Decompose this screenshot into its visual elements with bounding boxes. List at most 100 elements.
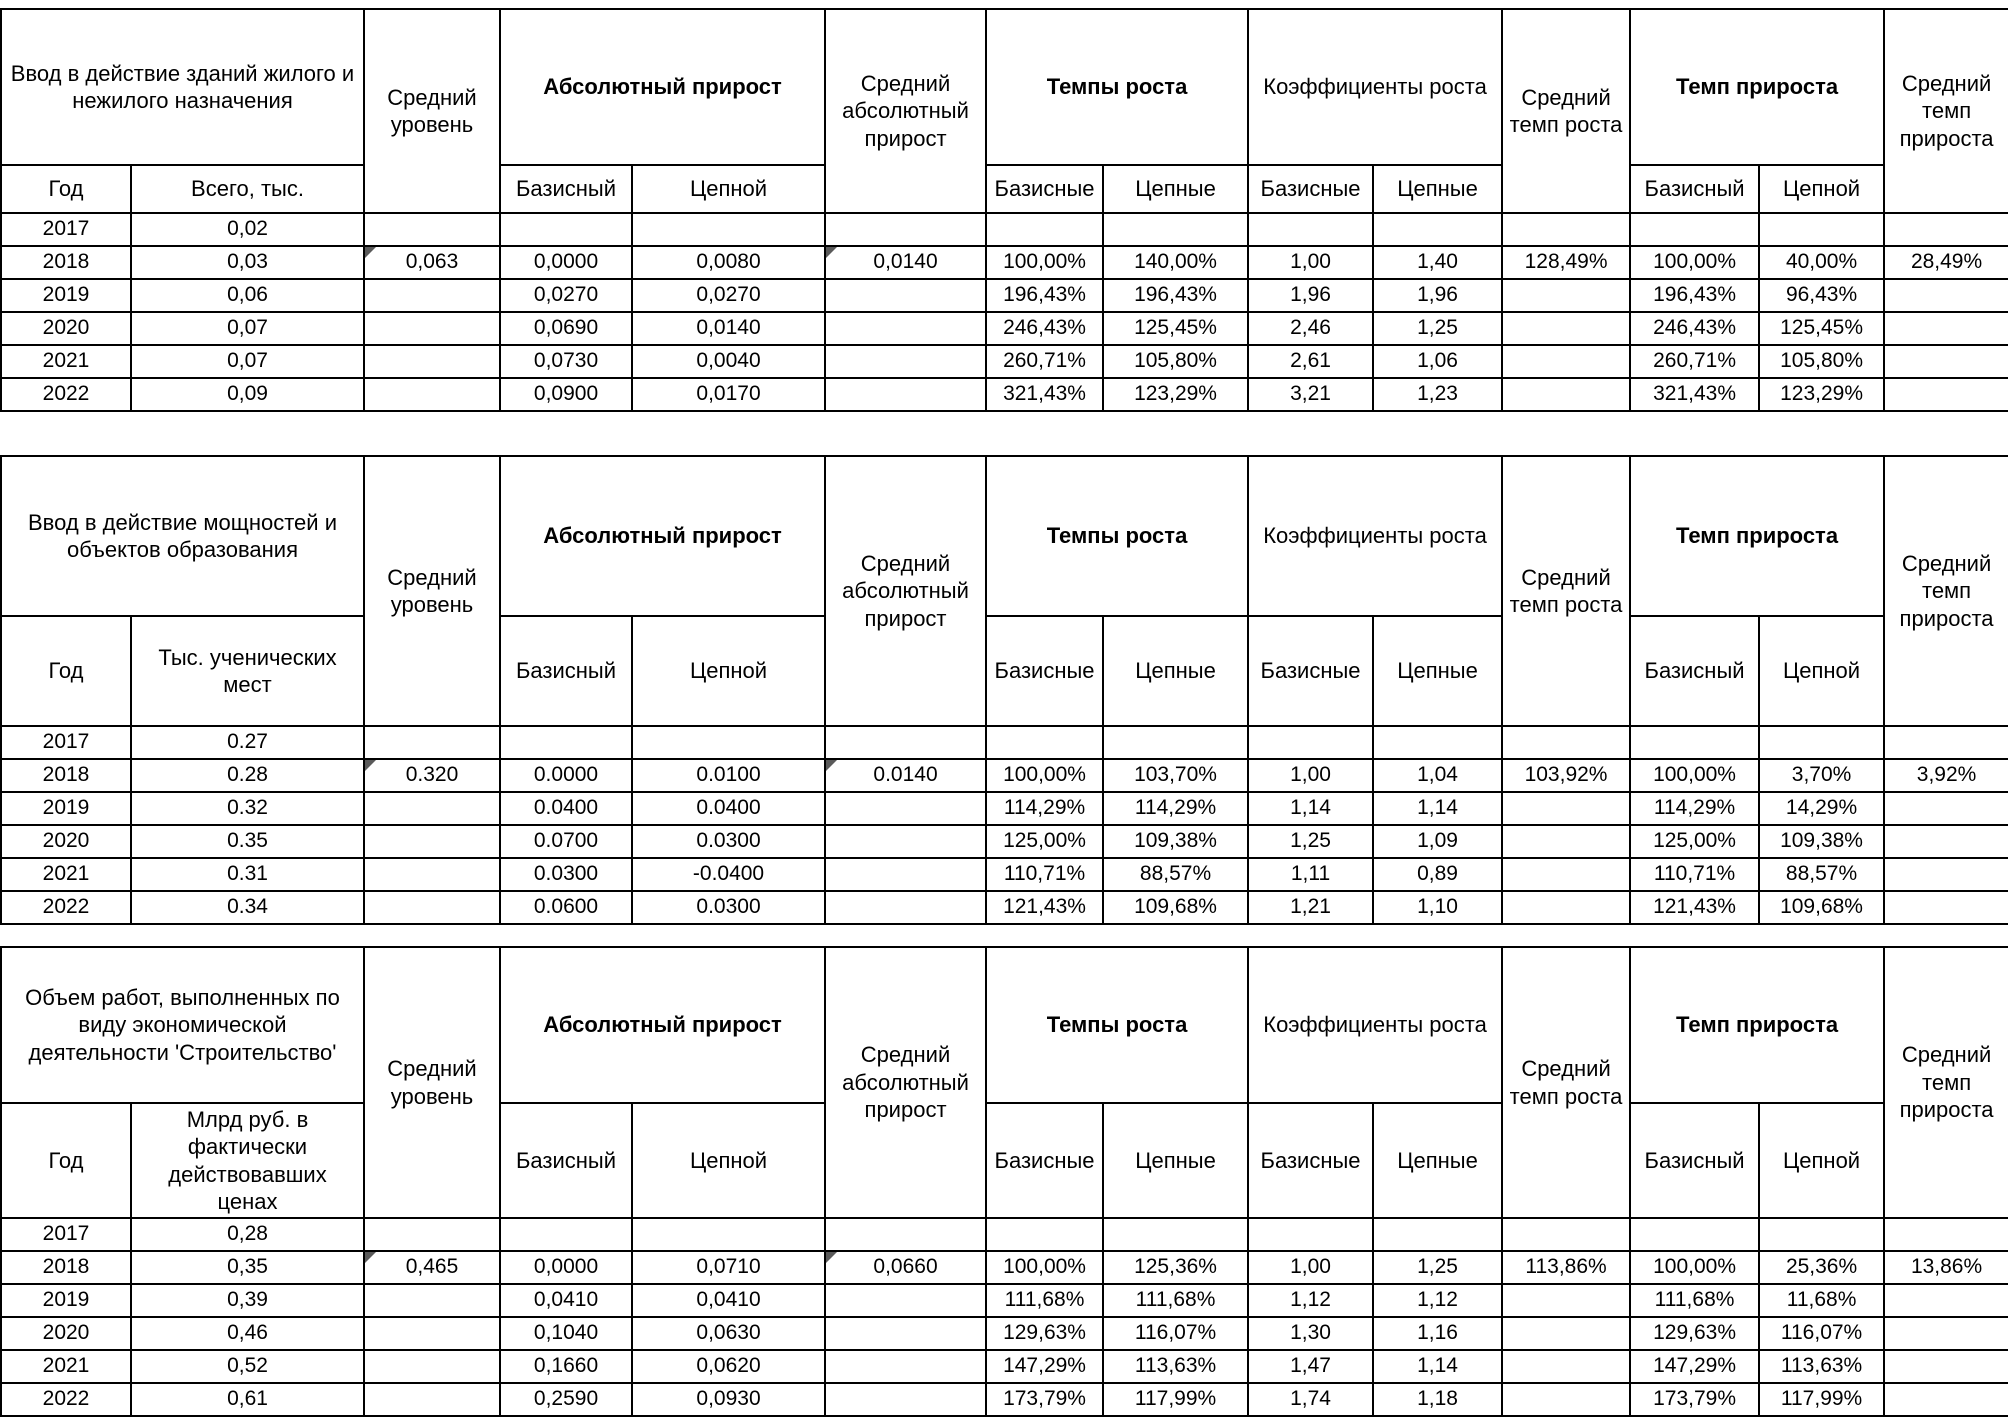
- cell-growth-rate-chain: 125,36%: [1102, 1250, 1250, 1285]
- cell-growth-rate-chain: [1102, 1217, 1250, 1252]
- cell-value: 0,07: [129, 344, 366, 379]
- cell-abs-growth-chain: 0.0100: [630, 758, 827, 793]
- header-row-main: Ввод в действие зданий жилого и нежилого…: [0, 8, 2008, 214]
- cell-growth-rate-base: 114,29%: [985, 791, 1105, 826]
- header-chain: Цепной: [631, 1102, 827, 1219]
- cell-value: 0.35: [130, 824, 365, 859]
- header-base: Базисный: [1629, 615, 1761, 727]
- table-row: 2020 0,46 0,1040 0,0630 129,63% 116,07% 1,30 1,…: [0, 1316, 2008, 1351]
- cell-increment-chain: 14,29%: [1758, 791, 1886, 826]
- cell-abs-growth-base: 0,1040: [499, 1316, 634, 1351]
- cell-growth-coef-base: 2,46: [1247, 311, 1375, 346]
- cell-growth-coef-base: 1,30: [1247, 1316, 1375, 1351]
- cell-growth-rate-base: 260,71%: [985, 344, 1105, 379]
- cell-avg-level: [363, 344, 502, 379]
- cell-growth-coef-chain: 1,18: [1372, 1382, 1504, 1417]
- cell-growth-coef-chain: [1372, 1217, 1504, 1252]
- cell-avg-increment: [1883, 1382, 2008, 1417]
- cell-growth-coef-chain: 1,25: [1372, 1250, 1504, 1285]
- cell-growth-rate-chain: 196,43%: [1102, 278, 1250, 313]
- cell-year: 2022: [0, 890, 132, 925]
- header-base: Базисные: [1247, 164, 1375, 214]
- cell-increment-base: 129,63%: [1629, 1316, 1761, 1351]
- cell-avg-level: [363, 824, 501, 859]
- cell-growth-coef-chain: 1,06: [1372, 344, 1504, 379]
- cell-increment-base: 100,00%: [1629, 758, 1761, 793]
- header-year: Год: [0, 164, 132, 214]
- cell-avg-growth-rate: [1501, 824, 1632, 859]
- header-absolute-growth: Абсолютный прирост: [499, 946, 827, 1104]
- cell-abs-growth-base: 0,2590: [499, 1382, 634, 1417]
- cell-avg-growth-rate: 128,49%: [1501, 245, 1632, 280]
- cell-growth-rate-chain: 114,29%: [1102, 791, 1250, 826]
- cell-avg-growth-rate: [1501, 377, 1632, 412]
- table-row: 2022 0.34 0.0600 0.0300 121,43% 109,68% 1,21 1,…: [0, 890, 2008, 925]
- cell-value: 0,03: [129, 245, 366, 280]
- header-year: Год: [0, 615, 132, 727]
- cell-avg-increment: [1883, 725, 2008, 760]
- cell-abs-growth-chain: 0.0400: [630, 791, 827, 826]
- cell-increment-chain: 40,00%: [1758, 245, 1886, 280]
- cell-value: 0,39: [129, 1283, 366, 1318]
- cell-growth-coef-base: 1,12: [1247, 1283, 1375, 1318]
- cell-increment-chain: 109,38%: [1758, 824, 1886, 859]
- cell-avg-abs-growth: [824, 377, 988, 412]
- cell-growth-rate-base: [985, 212, 1105, 247]
- cell-growth-coef-base: 1,96: [1247, 278, 1375, 313]
- cell-growth-coef-chain: 1,10: [1372, 890, 1504, 925]
- cell-growth-rate-chain: 116,07%: [1102, 1316, 1250, 1351]
- table-row: 2019 0,39 0,0410 0,0410 111,68% 111,68% 1,12 1,…: [0, 1283, 2008, 1318]
- cell-avg-increment: [1883, 212, 2008, 247]
- cell-avg-level: [363, 1349, 502, 1384]
- header-unit: Всего, тыс.: [129, 164, 366, 214]
- header-absolute-growth: Абсолютный прирост: [499, 8, 827, 166]
- header-row-sub: Год Тыс. ученических мест Базисный Цепно…: [0, 615, 2008, 727]
- cell-abs-growth-chain: 0,0630: [631, 1316, 827, 1351]
- cell-avg-growth-rate: 113,86%: [1501, 1250, 1632, 1285]
- cell-avg-increment: [1883, 344, 2008, 379]
- cell-avg-level: [363, 1316, 502, 1351]
- cell-avg-growth-rate: [1501, 278, 1632, 313]
- cell-avg-abs-growth: 0,0660: [824, 1250, 988, 1285]
- cell-avg-level: [363, 377, 502, 412]
- cell-growth-rate-base: 125,00%: [985, 824, 1105, 859]
- cell-abs-growth-chain: 0,0140: [631, 311, 827, 346]
- cell-increment-chain: 96,43%: [1758, 278, 1886, 313]
- cell-growth-rate-base: 100,00%: [985, 245, 1105, 280]
- header-chain: Цепные: [1372, 1102, 1504, 1219]
- header-increment-rate: Темп прироста: [1629, 946, 1886, 1104]
- cell-growth-coef-chain: [1372, 725, 1504, 760]
- cell-avg-abs-growth: [824, 212, 988, 247]
- cell-increment-base: 260,71%: [1629, 344, 1761, 379]
- cell-growth-rate-base: 129,63%: [985, 1316, 1105, 1351]
- cell-avg-abs-growth: [824, 824, 988, 859]
- header-chain: Цепные: [1372, 164, 1504, 214]
- cell-avg-growth-rate: [1501, 344, 1632, 379]
- cell-abs-growth-chain: 0,0620: [631, 1349, 827, 1384]
- header-unit: Млрд руб. в фактически действовавших цен…: [129, 1102, 366, 1219]
- cell-avg-growth-rate: [1501, 1382, 1632, 1417]
- cell-avg-growth-rate: 103,92%: [1501, 758, 1632, 793]
- cell-increment-chain: 109,68%: [1758, 890, 1886, 925]
- table-row: 2022 0,09 0,0900 0,0170 321,43% 123,29% 3,21 1,…: [0, 377, 2008, 412]
- cell-growth-rate-chain: 111,68%: [1102, 1283, 1250, 1318]
- cell-avg-increment: [1883, 1316, 2008, 1351]
- cell-growth-rate-chain: 123,29%: [1102, 377, 1250, 412]
- cell-avg-increment: [1883, 377, 2008, 412]
- cell-increment-base: 110,71%: [1629, 857, 1761, 892]
- cell-abs-growth-base: 0,0730: [499, 344, 634, 379]
- header-avg-absolute-growth: Средний абсолютный прирост: [824, 455, 988, 727]
- cell-avg-increment: [1883, 278, 2008, 313]
- cell-abs-growth-chain: 0.0300: [630, 824, 827, 859]
- header-growth-rates: Темпы роста: [985, 8, 1250, 166]
- cell-year: 2019: [0, 791, 132, 826]
- table-title: Ввод в действие зданий жилого и нежилого…: [0, 8, 366, 166]
- cell-avg-growth-rate: [1501, 725, 1632, 760]
- header-chain: Цепной: [1758, 164, 1886, 214]
- cell-growth-rate-base: 100,00%: [985, 758, 1105, 793]
- table-row: 2019 0.32 0.0400 0.0400 114,29% 114,29% 1,14 1,…: [0, 791, 2008, 826]
- cell-increment-chain: 116,07%: [1758, 1316, 1886, 1351]
- cell-growth-rate-base: 196,43%: [985, 278, 1105, 313]
- cell-increment-base: [1629, 725, 1761, 760]
- header-avg-increment-rate: Средний темп прироста: [1883, 8, 2008, 214]
